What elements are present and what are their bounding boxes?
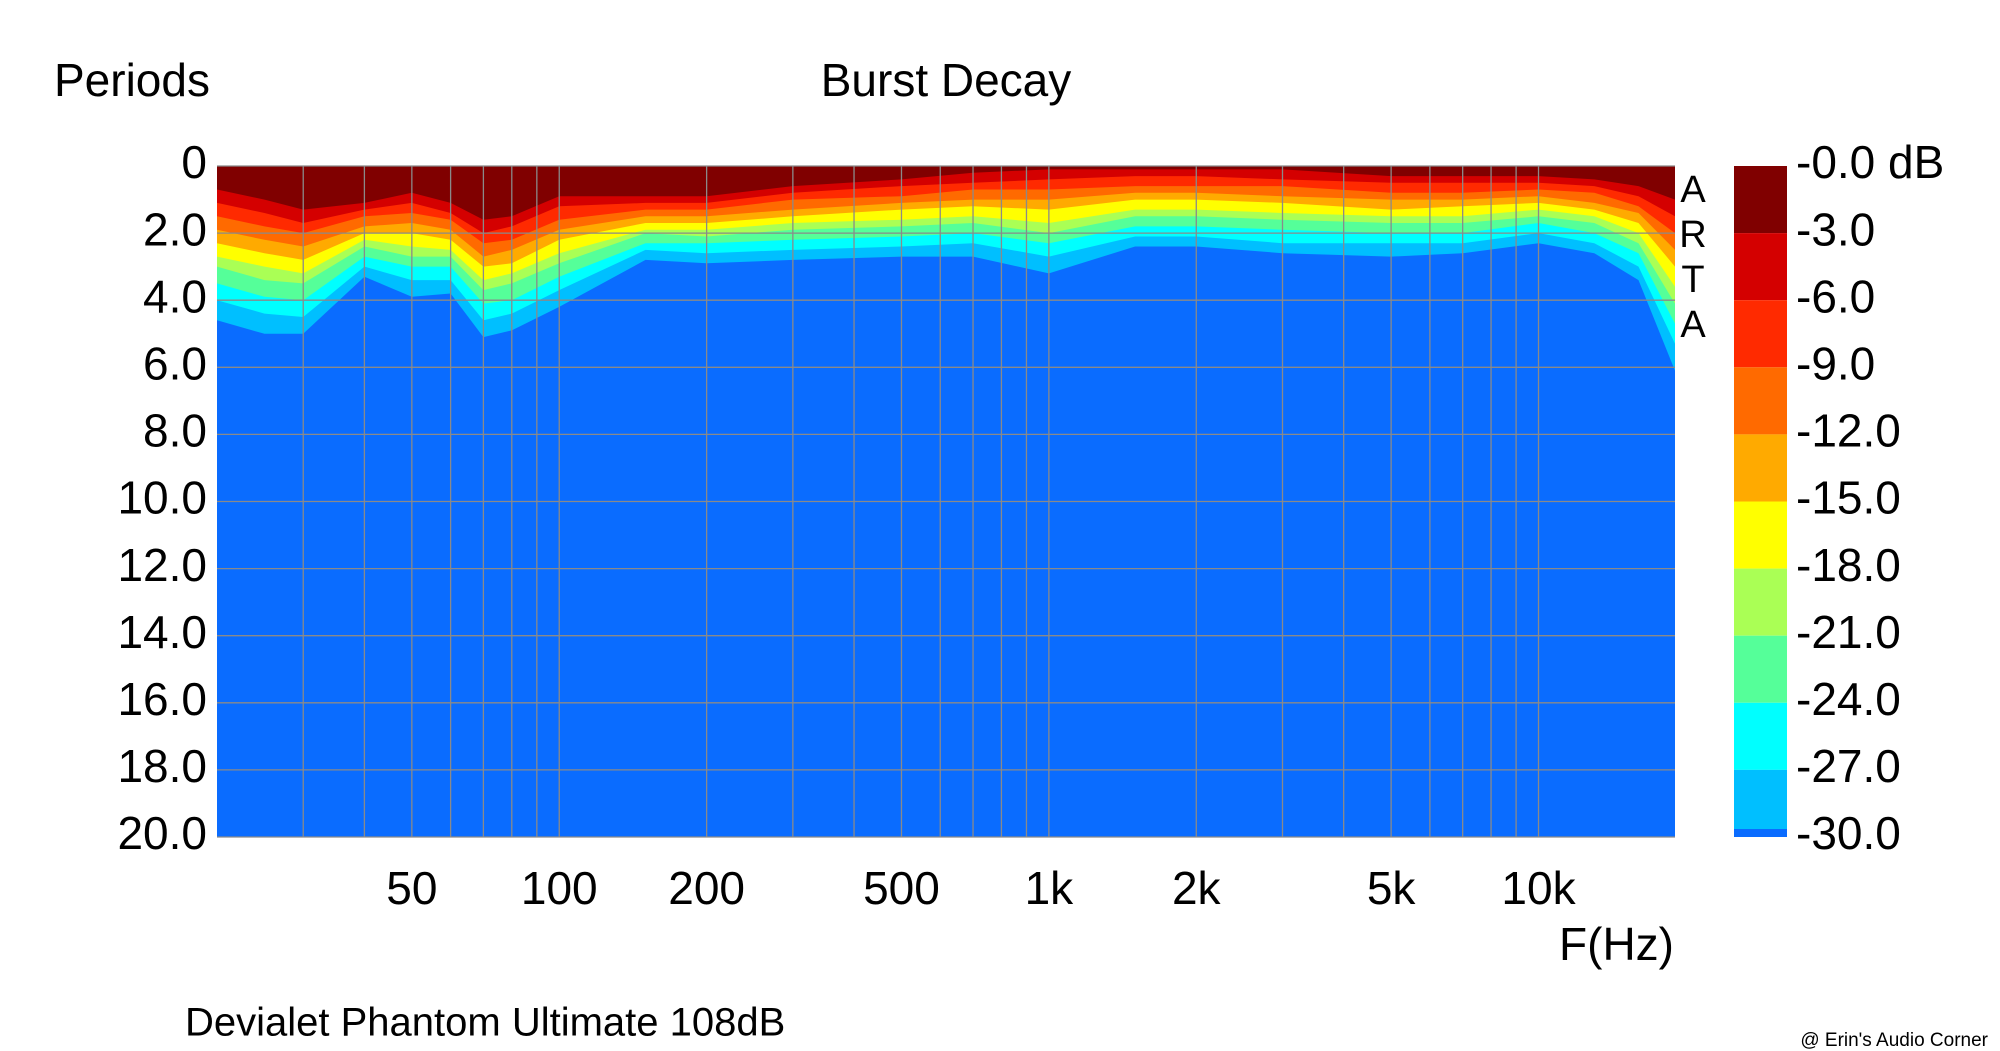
colorbar-band bbox=[1734, 166, 1787, 234]
colorbar-label: -30.0 bbox=[1796, 807, 1901, 859]
software-mark: ARTA bbox=[1679, 169, 1707, 346]
y-tick-label: 6.0 bbox=[143, 337, 207, 389]
y-tick-label: 12.0 bbox=[117, 539, 207, 591]
colorbar-band bbox=[1734, 702, 1787, 770]
colorbar-band bbox=[1734, 233, 1787, 301]
y-tick-label: 4.0 bbox=[143, 270, 207, 322]
x-tick-label: 500 bbox=[863, 862, 940, 914]
y-tick-label: 2.0 bbox=[143, 203, 207, 255]
colorbar-band bbox=[1734, 434, 1787, 502]
colorbar-band bbox=[1734, 769, 1787, 837]
x-tick-label: 50 bbox=[386, 862, 437, 914]
y-tick-label: 10.0 bbox=[117, 472, 207, 524]
x-tick-label: 100 bbox=[521, 862, 598, 914]
decay-band bbox=[217, 166, 1675, 220]
colorbar-label: -15.0 bbox=[1796, 472, 1901, 524]
colorbar-band bbox=[1734, 501, 1787, 569]
colorbar-label: -9.0 bbox=[1796, 337, 1875, 389]
x-tick-label: 5k bbox=[1367, 862, 1417, 914]
colorbar-band bbox=[1734, 829, 1787, 837]
x-axis-label: F(Hz) bbox=[1559, 918, 1674, 970]
colorbar-label: -21.0 bbox=[1796, 606, 1901, 658]
colorbar-band bbox=[1734, 568, 1787, 636]
x-tick-label: 1k bbox=[1025, 862, 1075, 914]
colorbar-label: -24.0 bbox=[1796, 673, 1901, 725]
y-tick-label: 16.0 bbox=[117, 673, 207, 725]
colorbar-label: -18.0 bbox=[1796, 539, 1901, 591]
chart-title: Burst Decay bbox=[821, 54, 1072, 106]
x-tick-label: 200 bbox=[668, 862, 745, 914]
colorbar-band bbox=[1734, 367, 1787, 435]
colorbar-label: -6.0 bbox=[1796, 270, 1875, 322]
subtitle: Devialet Phantom Ultimate 108dB bbox=[185, 1001, 785, 1045]
colorbar-label: -12.0 bbox=[1796, 405, 1901, 457]
y-tick-label: 0 bbox=[181, 136, 207, 188]
y-tick-label: 18.0 bbox=[117, 740, 207, 792]
x-tick-label: 2k bbox=[1172, 862, 1222, 914]
colorbar-label: -0.0 dB bbox=[1796, 136, 1944, 188]
colorbar-label: -27.0 bbox=[1796, 740, 1901, 792]
y-axis-label: Periods bbox=[54, 54, 210, 106]
y-tick-label: 20.0 bbox=[117, 807, 207, 859]
colorbar-band bbox=[1734, 300, 1787, 368]
x-tick-label: 10k bbox=[1501, 862, 1576, 914]
y-tick-label: 14.0 bbox=[117, 606, 207, 658]
y-tick-label: 8.0 bbox=[143, 405, 207, 457]
credit: @ Erin's Audio Corner bbox=[1800, 1030, 1988, 1051]
colorbar-label: -3.0 bbox=[1796, 203, 1875, 255]
colorbar-band bbox=[1734, 635, 1787, 703]
